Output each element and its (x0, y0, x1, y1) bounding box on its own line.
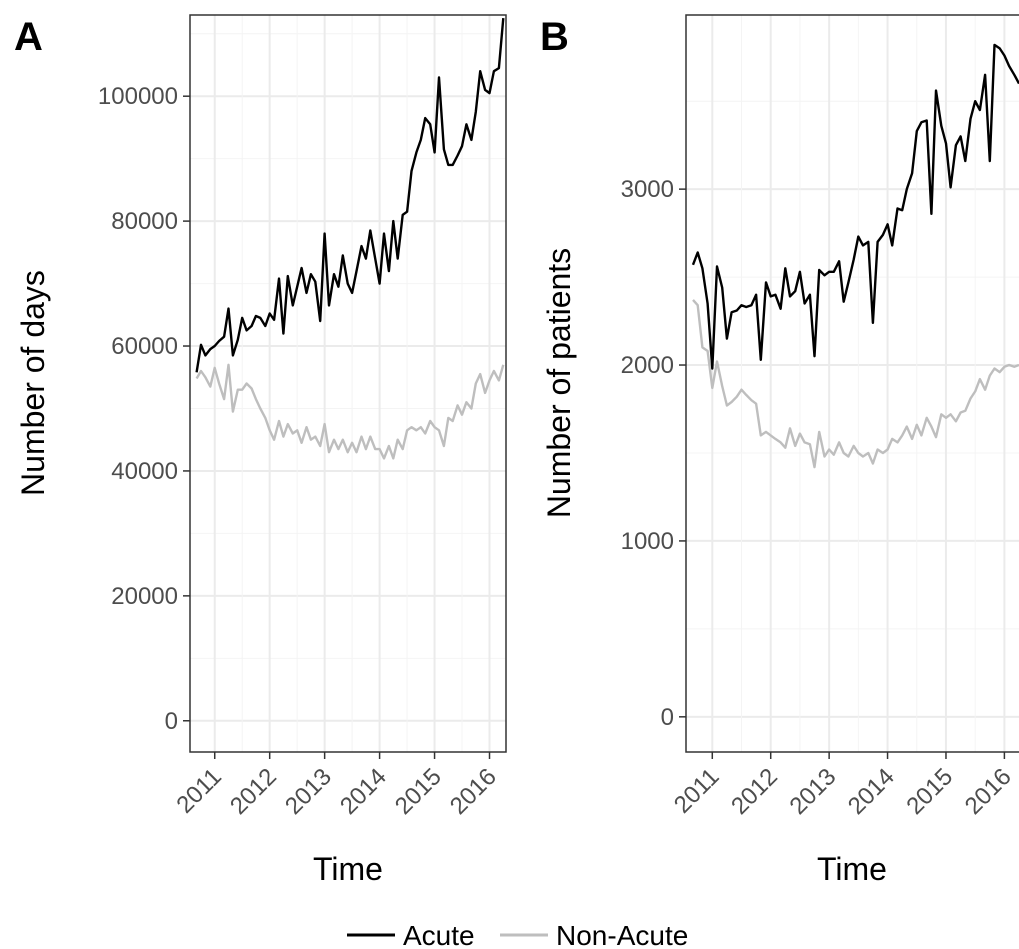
panel-b-plot-border (685, 14, 1019, 753)
panel-b-y-axis: 0 1000 2000 3000 (621, 176, 686, 731)
panel-b-x-tick-label: 2011 (669, 763, 725, 819)
panel-b-x-tick-label: 2015 (901, 763, 958, 820)
panel-b-y-tick-label: 0 (661, 704, 674, 731)
panel-b-y-tick-label: 1000 (621, 528, 674, 555)
panel-b-x-axis-title: Time (817, 851, 887, 887)
panel-b: B 0 1000 2000 3000 2011 2012 2013 2014 2015 2016… (540, 14, 1019, 887)
panel-a-y-tick-label: 80000 (111, 208, 178, 235)
panel-a-y-tick-label: 20000 (111, 583, 178, 610)
panel-b-series (691, 43, 1019, 469)
legend-acute-label: Acute (403, 920, 475, 949)
legend: Acute Non-Acute (347, 920, 688, 949)
panel-a-y-tick-label: 40000 (111, 458, 178, 485)
panel-a-x-axis-title: Time (313, 851, 383, 887)
panel-a-plot-area (190, 15, 506, 752)
panel-b-x-tick-label: 2014 (843, 763, 900, 820)
panel-b-line-non-acute (692, 299, 1019, 469)
panel-b-x-tick-label: 2013 (785, 763, 842, 820)
panel-b-y-tick-label: 2000 (621, 352, 674, 379)
panel-a-series (195, 17, 505, 460)
panel-b-line-acute (691, 43, 1019, 370)
panel-b-tag: B (540, 15, 569, 59)
panel-a-x-tick-label: 2015 (390, 763, 447, 820)
panel-a-y-axis-title: Number of days (15, 270, 51, 496)
panel-a-gridlines (190, 15, 506, 752)
panel-a-x-tick-label: 2013 (280, 763, 337, 820)
panel-b-x-tick-label: 2012 (726, 763, 783, 820)
panel-a-y-tick-label: 60000 (111, 333, 178, 360)
panel-a-x-tick-label: 2011 (171, 763, 227, 819)
panel-a-y-axis: 0 20000 40000 60000 80000 100000 (98, 83, 190, 735)
panel-a-y-tick-label: 0 (165, 708, 178, 735)
panel-a-tag: A (14, 15, 43, 59)
panel-a-x-tick-label: 2012 (225, 763, 282, 820)
legend-nonacute-label: Non-Acute (556, 920, 688, 949)
panel-b-x-tick-label: 2016 (960, 763, 1017, 820)
panel-a-x-tick-label: 2014 (335, 763, 392, 820)
panel-a-line-non-acute (195, 363, 505, 460)
panel-a-plot-border (189, 14, 507, 753)
panel-a-line-acute (195, 17, 505, 373)
panel-a-y-tick-label: 100000 (98, 83, 178, 110)
panel-b-y-tick-label: 3000 (621, 176, 674, 203)
panel-b-y-axis-title: Number of patients (541, 248, 577, 518)
panel-b-gridlines (686, 15, 1019, 752)
panel-b-x-axis: 2011 2012 2013 2014 2015 2016 (669, 752, 1017, 820)
panel-a-x-tick-label: 2016 (445, 763, 502, 820)
